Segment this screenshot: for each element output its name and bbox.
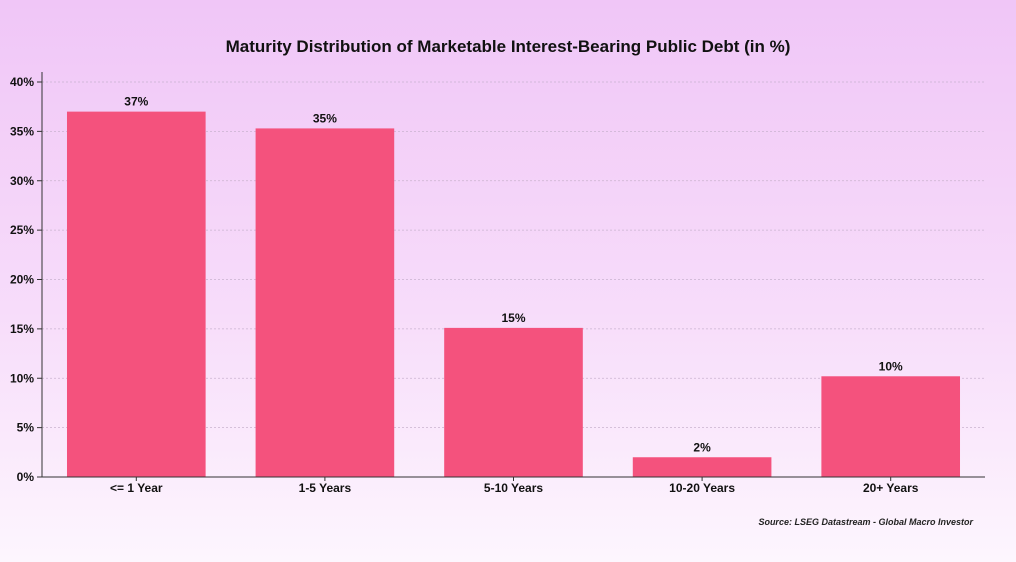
y-tick-label: 35% <box>10 124 34 138</box>
y-tick-label: 25% <box>10 223 34 237</box>
bar <box>66 111 206 477</box>
data-label: 37% <box>124 95 148 109</box>
x-tick-label: <= 1 Year <box>110 481 163 495</box>
bar <box>444 327 583 477</box>
y-tick-label: 0% <box>17 470 35 484</box>
data-label: 15% <box>501 311 525 325</box>
x-tick-label: 5-10 Years <box>484 481 543 495</box>
source-note: Source: LSEG Datastream - Global Macro I… <box>758 517 973 527</box>
bar <box>632 457 772 477</box>
y-tick-label: 10% <box>10 371 34 385</box>
x-axis: <= 1 Year 1-5 Years 5-10 Years 10-20 Years 2… <box>42 476 985 495</box>
data-label: 10% <box>879 359 903 373</box>
data-label: 35% <box>313 111 337 125</box>
x-tick-label: 1-5 Years <box>299 481 352 495</box>
data-label: 2% <box>693 440 711 454</box>
x-tick-label: 10-20 Years <box>669 481 735 495</box>
y-tick-label: 40% <box>10 75 34 89</box>
bar <box>821 376 961 477</box>
y-axis: 0% 5% 10% 15% 20% 25% 30% 35% 40% <box>10 72 43 484</box>
y-tick-label: 30% <box>10 174 34 188</box>
chart-title: Maturity Distribution of Marketable Inte… <box>226 37 791 56</box>
bar <box>255 128 395 477</box>
y-tick-label: 20% <box>10 273 34 287</box>
y-tick-label: 5% <box>17 421 35 435</box>
y-tick-label: 15% <box>10 322 34 336</box>
bars: 37% 35% 15% 2% 10% <box>66 95 961 477</box>
x-tick-label: 20+ Years <box>863 481 919 495</box>
